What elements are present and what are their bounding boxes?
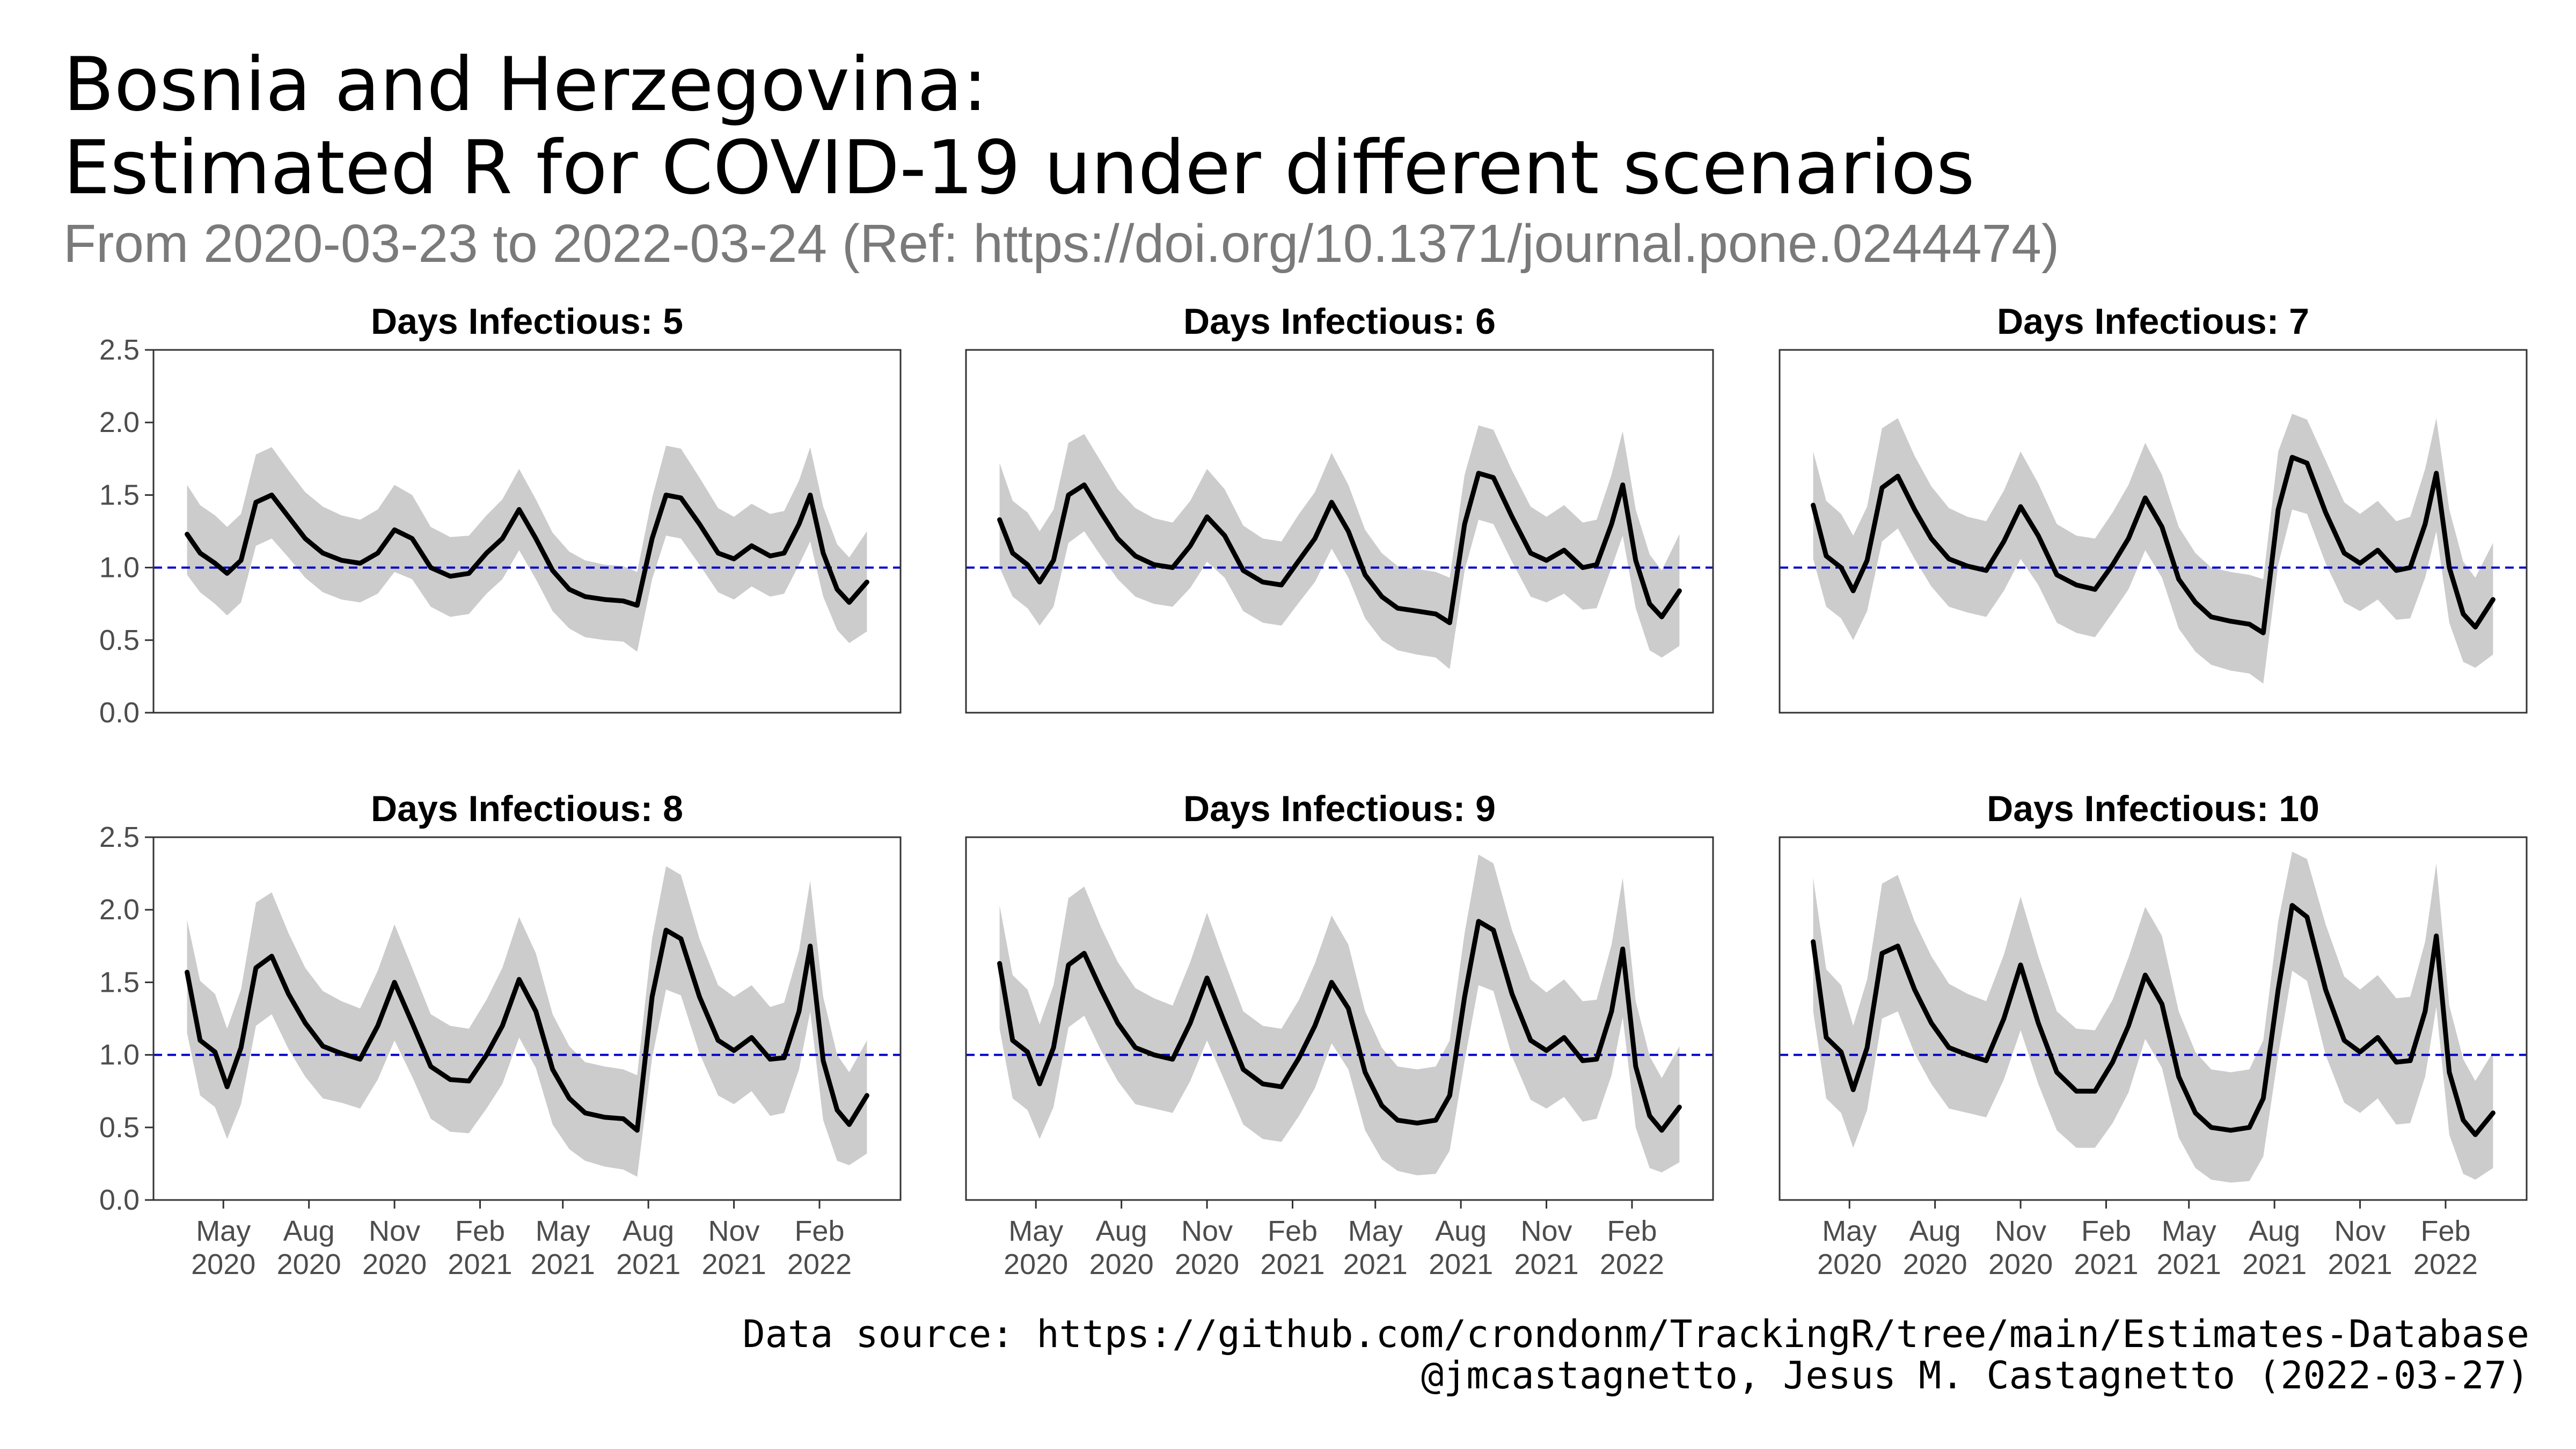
x-tick-label-month: Nov [1995, 1215, 2046, 1247]
y-tick-label: 1.5 [99, 966, 140, 998]
estimate-line [185, 927, 869, 1133]
x-tick-label-month: Feb [794, 1215, 844, 1247]
confidence-ribbon [999, 854, 1680, 1175]
x-tick-label-year: 2020 [1089, 1248, 1154, 1280]
x-tick-label-month: May [196, 1215, 251, 1247]
panel-border [1779, 836, 2528, 1201]
x-tick-label-month: Aug [1435, 1215, 1487, 1247]
x-tick-label-year: 2021 [1260, 1248, 1324, 1280]
panel-border [152, 349, 902, 714]
estimate-line [1811, 455, 2496, 635]
x-tick-label-month: May [1008, 1215, 1063, 1247]
x-tick-label-year: 2020 [1817, 1248, 1882, 1280]
x-tick-label-month: Aug [1096, 1215, 1147, 1247]
x-tick-label-year: 2021 [1343, 1248, 1408, 1280]
confidence-ribbon [187, 866, 867, 1177]
facet-panels: Days Infectious: 50.00.51.01.52.02.5Days… [99, 301, 2528, 1280]
y-tick-label: 0.0 [99, 1184, 140, 1216]
panel-strip-label: Days Infectious: 10 [1987, 788, 2319, 829]
x-tick-label-year: 2020 [277, 1248, 341, 1280]
x-tick-label-month: Nov [1181, 1215, 1233, 1247]
x-tick-label-year: 2020 [362, 1248, 427, 1280]
x-tick-label-year: 2021 [1514, 1248, 1578, 1280]
x-tick-label-year: 2020 [1988, 1248, 2053, 1280]
x-tick-label-month: Nov [1521, 1215, 1572, 1247]
title-line-1: Bosnia and Herzegovina: [63, 41, 987, 128]
panel-6: Days Infectious: 10May2020Aug2020Nov2020… [1779, 788, 2528, 1280]
title-line-2: Estimated R for COVID-19 under different… [63, 125, 1975, 211]
x-tick-label-month: Aug [1909, 1215, 1961, 1247]
y-tick-label: 2.5 [99, 334, 140, 366]
confidence-ribbon [1813, 414, 2493, 684]
x-tick-label-month: Feb [2081, 1215, 2131, 1247]
x-tick-label-month: Feb [1607, 1215, 1657, 1247]
x-tick-label-month: May [1348, 1215, 1403, 1247]
panel-strip-label: Days Infectious: 7 [1997, 301, 2309, 342]
confidence-ribbon [1813, 852, 2493, 1183]
x-tick-label-year: 2020 [191, 1248, 255, 1280]
panel-border [1779, 349, 2528, 714]
panel-strip-label: Days Infectious: 9 [1183, 788, 1496, 829]
panel-border [965, 836, 1714, 1201]
subtitle: From 2020-03-23 to 2022-03-24 (Ref: http… [63, 214, 2059, 274]
confidence-ribbon [999, 425, 1680, 669]
x-tick-label-year: 2021 [701, 1248, 766, 1280]
x-tick-label-year: 2021 [448, 1248, 512, 1280]
estimate-line [1811, 903, 2496, 1137]
x-tick-label-month: Nov [2334, 1215, 2386, 1247]
x-tick-label-month: Feb [1268, 1215, 1318, 1247]
x-tick-label-month: May [536, 1215, 590, 1247]
panel-border [965, 349, 1714, 714]
x-tick-label-month: Feb [455, 1215, 505, 1247]
y-tick-label: 2.0 [99, 894, 140, 926]
estimate-line [997, 919, 1682, 1133]
caption-data-source: Data source: https://github.com/crondonm… [743, 1312, 2529, 1356]
panel-border [152, 836, 902, 1201]
x-tick-label-year: 2020 [1004, 1248, 1068, 1280]
y-tick-label: 1.0 [99, 1039, 140, 1071]
caption-author: @jmcastagnetto, Jesus M. Castagnetto (20… [1421, 1353, 2529, 1397]
y-tick-label: 1.0 [99, 552, 140, 584]
x-tick-label-year: 2022 [787, 1248, 852, 1280]
x-tick-label-month: Nov [369, 1215, 420, 1247]
y-tick-label: 2.5 [99, 821, 140, 853]
y-tick-label: 0.5 [99, 624, 140, 656]
x-tick-label-year: 2020 [1903, 1248, 1967, 1280]
panel-strip-label: Days Infectious: 8 [371, 788, 683, 829]
panel-3: Days Infectious: 7 [1779, 301, 2528, 714]
y-tick-label: 1.5 [99, 479, 140, 511]
confidence-ribbon [187, 445, 867, 652]
estimate-line [185, 492, 869, 608]
x-tick-label-year: 2021 [2328, 1248, 2392, 1280]
x-tick-label-year: 2021 [1429, 1248, 1493, 1280]
x-tick-label-year: 2021 [616, 1248, 680, 1280]
x-tick-label-year: 2021 [2074, 1248, 2138, 1280]
x-tick-label-month: Nov [708, 1215, 760, 1247]
panel-strip-label: Days Infectious: 5 [371, 301, 683, 342]
estimate-line [997, 471, 1682, 625]
x-tick-label-month: May [1822, 1215, 1877, 1247]
panel-4: Days Infectious: 80.00.51.01.52.02.5May2… [99, 788, 902, 1280]
x-tick-label-year: 2021 [531, 1248, 595, 1280]
x-tick-label-year: 2020 [1175, 1248, 1239, 1280]
x-tick-label-month: Feb [2420, 1215, 2470, 1247]
panel-5: Days Infectious: 9May2020Aug2020Nov2020F… [965, 788, 1714, 1280]
y-tick-label: 2.0 [99, 406, 140, 438]
panel-1: Days Infectious: 5 0.0 0.5 1.0 1.5 2.0 2.5 [99, 301, 902, 729]
x-tick-label-year: 2021 [2157, 1248, 2221, 1280]
y-tick-label: 0.0 [99, 697, 140, 729]
panel-2: Days Infectious: 6 [965, 301, 1714, 714]
x-tick-label-year: 2022 [1600, 1248, 1664, 1280]
x-tick-label-year: 2021 [2242, 1248, 2307, 1280]
x-tick-label-month: Aug [283, 1215, 335, 1247]
x-tick-label-year: 2022 [2413, 1248, 2478, 1280]
x-tick-label-month: May [2162, 1215, 2216, 1247]
x-tick-label-month: Aug [623, 1215, 674, 1247]
y-tick-label: 0.5 [99, 1111, 140, 1144]
x-tick-label-month: Aug [2249, 1215, 2300, 1247]
panel-strip-label: Days Infectious: 6 [1183, 301, 1496, 342]
